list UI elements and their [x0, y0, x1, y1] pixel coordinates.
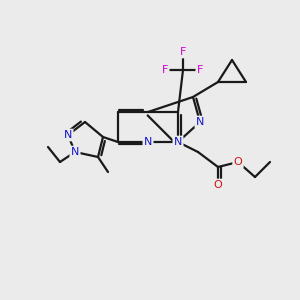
Text: N: N	[71, 147, 79, 157]
Text: F: F	[180, 47, 186, 57]
Text: F: F	[162, 65, 168, 75]
Text: N: N	[144, 137, 152, 147]
Text: N: N	[196, 117, 204, 127]
Text: O: O	[234, 157, 242, 167]
Text: N: N	[174, 137, 182, 147]
Text: F: F	[197, 65, 203, 75]
Text: O: O	[214, 180, 222, 190]
Text: N: N	[64, 130, 72, 140]
